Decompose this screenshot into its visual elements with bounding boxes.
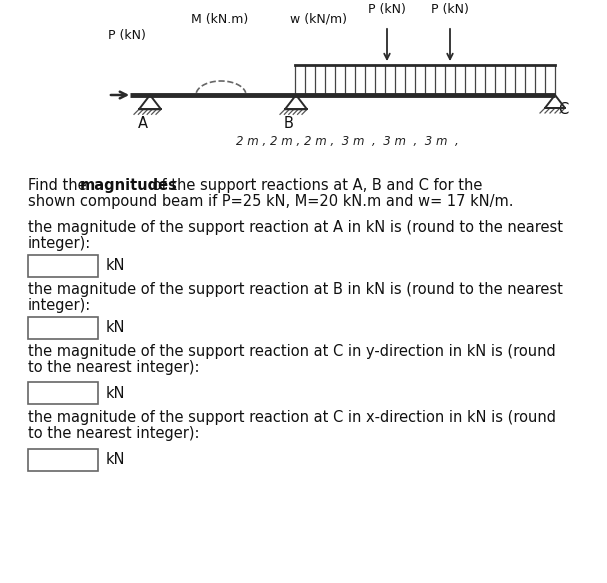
Text: to the nearest integer):: to the nearest integer):: [28, 426, 200, 441]
Text: w (kN/m): w (kN/m): [290, 12, 347, 26]
Bar: [28, 317, 98, 339]
Text: Find the: Find the: [28, 178, 91, 193]
Bar: [28, 382, 98, 404]
Text: C: C: [558, 101, 568, 117]
Text: kN: kN: [106, 258, 126, 273]
Text: P (kN): P (kN): [431, 3, 469, 16]
Text: B: B: [284, 115, 294, 131]
Text: the magnitude of the support reaction at B in kN is (round to the nearest: the magnitude of the support reaction at…: [28, 282, 563, 297]
Text: M (kN.m): M (kN.m): [191, 12, 249, 26]
Text: 2 m , 2 m , 2 m ,  3 m  ,  3 m  ,  3 m  ,: 2 m , 2 m , 2 m , 3 m , 3 m , 3 m ,: [236, 135, 458, 149]
Text: magnitudes: magnitudes: [80, 178, 178, 193]
Text: of the support reactions at A, B and C for the: of the support reactions at A, B and C f…: [148, 178, 483, 193]
Text: kN: kN: [106, 321, 126, 335]
Text: the magnitude of the support reaction at C in x-direction in kN is (round: the magnitude of the support reaction at…: [28, 410, 556, 425]
Text: the magnitude of the support reaction at A in kN is (round to the nearest: the magnitude of the support reaction at…: [28, 220, 563, 235]
Text: P (kN): P (kN): [368, 3, 406, 16]
Text: kN: kN: [106, 385, 126, 401]
Text: to the nearest integer):: to the nearest integer):: [28, 360, 200, 375]
Text: integer):: integer):: [28, 298, 91, 313]
Text: kN: kN: [106, 452, 126, 468]
Bar: [28, 255, 98, 277]
Text: shown compound beam if P=25 kN, M=20 kN.m and w= 17 kN/m.: shown compound beam if P=25 kN, M=20 kN.…: [28, 194, 514, 209]
Text: P (kN): P (kN): [108, 30, 146, 43]
Text: integer):: integer):: [28, 236, 91, 251]
Bar: [28, 449, 98, 471]
Text: the magnitude of the support reaction at C in y-direction in kN is (round: the magnitude of the support reaction at…: [28, 344, 556, 359]
Text: A: A: [138, 115, 148, 131]
